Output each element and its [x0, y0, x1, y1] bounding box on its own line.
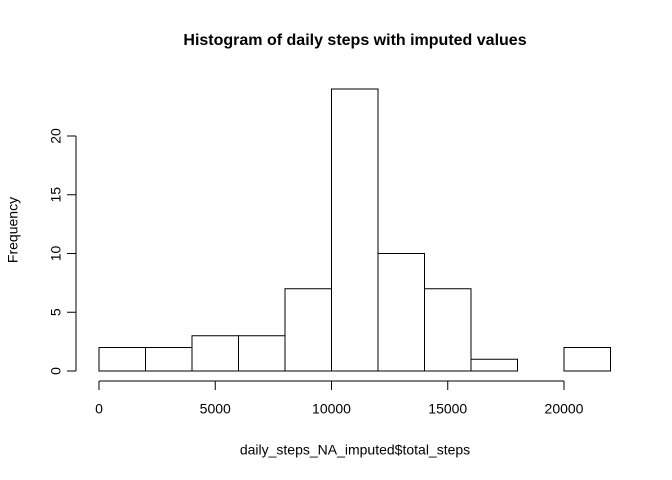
bar [563, 347, 611, 372]
bar [331, 88, 379, 372]
y-tick-label: 0 [48, 367, 64, 375]
x-tick-label: 15000 [428, 401, 467, 417]
bar [98, 347, 146, 372]
bar [424, 288, 472, 372]
y-tick-label: 20 [48, 128, 64, 144]
x-tick-label: 5000 [200, 401, 231, 417]
bar [238, 335, 286, 372]
bar [284, 288, 332, 372]
x-tick-label: 10000 [312, 401, 351, 417]
bar [470, 358, 518, 372]
bar [191, 335, 239, 372]
y-tick-label: 5 [48, 308, 64, 316]
y-tick-label: 15 [48, 187, 64, 203]
chart-title: Histogram of daily steps with imputed va… [183, 32, 526, 49]
x-axis-label: daily_steps_NA_imputed$total_steps [240, 442, 470, 458]
y-axis-label: Frequency [5, 197, 21, 263]
bar [377, 253, 425, 372]
x-tick-label: 20000 [545, 401, 584, 417]
bar [145, 347, 193, 372]
x-tick-label: 0 [95, 401, 103, 417]
y-tick-label: 10 [48, 246, 64, 262]
